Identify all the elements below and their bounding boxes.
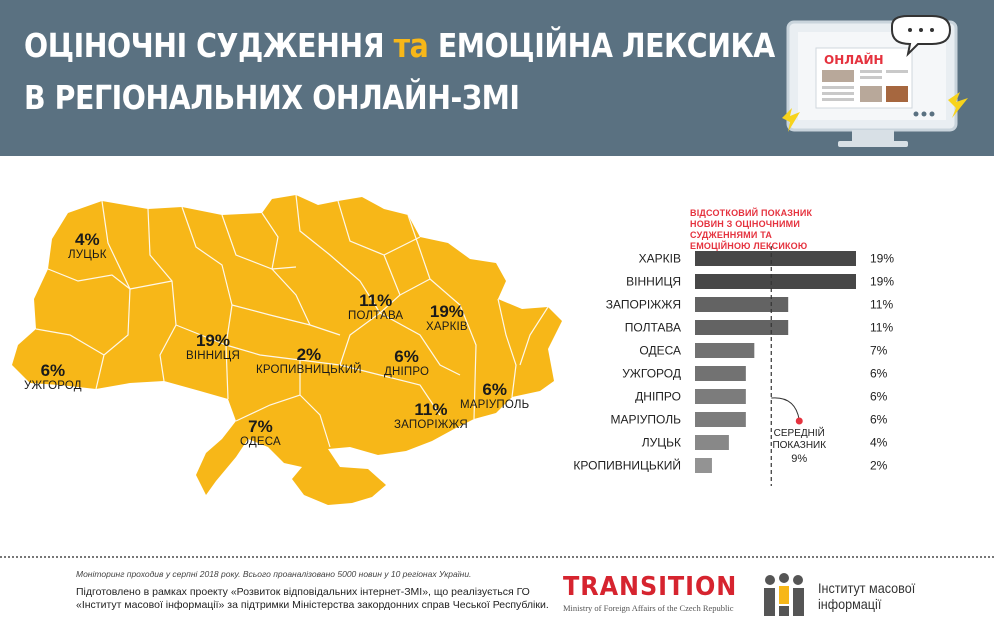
value-label: 19% <box>870 252 894 266</box>
map-label-zaporizhzhia: 11% ЗАПОРІЖЖЯ <box>394 400 468 432</box>
value-label: 2% <box>870 459 888 473</box>
bar-chart: ВІДСОТКОВИЙ ПОКАЗНИК НОВИН З ОЦІНОЧНИМИ … <box>560 200 980 500</box>
chart-plot-area: ХАРКІВ 19% ВІННИЦЯ 19% ЗАПОРІЖЖЯ 11% ПОЛТАВА 11… <box>573 246 894 486</box>
value-label: 11% <box>870 298 893 312</box>
imi-logo-icon <box>764 573 804 616</box>
bar <box>695 297 789 312</box>
value-label: 11% <box>870 321 893 335</box>
value-label: 6% <box>870 413 888 427</box>
category-label: УЖГОРОД <box>622 367 681 381</box>
value-label: 6% <box>870 367 888 381</box>
map-label-lutsk: 4% ЛУЦЬК <box>68 230 107 262</box>
online-news-monitor-icon: ОНЛАЙН <box>782 15 968 147</box>
map-label-mariupol: 6% МАРІУПОЛЬ <box>460 380 530 412</box>
value-label: 19% <box>870 275 894 289</box>
monitoring-note: Моніторинг проходив у серпні 2018 року. … <box>76 569 472 579</box>
category-label: ЗАПОРІЖЖЯ <box>606 298 681 312</box>
map-label-kharkiv: 19% ХАРКІВ <box>426 302 468 334</box>
bar <box>695 320 789 335</box>
imi-name-line-2: інформації <box>818 596 882 612</box>
category-label: ВІННИЦЯ <box>626 275 681 289</box>
average-marker-dot <box>795 417 803 425</box>
average-label-value: 9% <box>791 453 807 465</box>
bar <box>695 389 746 404</box>
bar <box>695 412 746 427</box>
header-banner: ОЦІНОЧНІ СУДЖЕННЯ та ЕМОЦІЙНА ЛЕКСИКА В … <box>0 0 994 156</box>
average-label-line-2: ПОКАЗНИК <box>772 440 826 451</box>
transition-logo: TRANSITION Ministry of Foreign Affairs o… <box>563 573 738 613</box>
bar <box>695 343 755 358</box>
bar <box>695 435 729 450</box>
map-label-kropyvnytskyi: 2% КРОПИВНИЦЬКИЙ <box>256 345 362 377</box>
bar <box>695 366 746 381</box>
average-label-line-1: СЕРЕДНІЙ <box>774 426 825 439</box>
page-title-line-2: В РЕГІОНАЛЬНИХ ОНЛАЙН-ЗМІ <box>24 78 520 117</box>
value-label: 7% <box>870 344 888 358</box>
value-label: 6% <box>870 390 888 404</box>
category-label: КРОПИВНИЦЬКИЙ <box>573 458 681 473</box>
category-label: ХАРКІВ <box>639 252 681 266</box>
map-label-uzhhorod: 6% УЖГОРОД <box>24 361 82 393</box>
page-title-line-1: ОЦІНОЧНІ СУДЖЕННЯ та ЕМОЦІЙНА ЛЕКСИКА <box>24 26 775 65</box>
map-label-odesa: 7% ОДЕСА <box>240 417 281 449</box>
bar <box>695 458 712 473</box>
map-label-poltava: 11% ПОЛТАВА <box>348 291 404 323</box>
ukraine-map: 4% ЛУЦЬК 6% УЖГОРОД 19% ВІННИЦЯ 2% КРОПИВНИЦ… <box>0 185 570 520</box>
transition-brand-text: TRANSITION <box>563 572 738 602</box>
category-label: ПОЛТАВА <box>625 321 681 335</box>
map-label-dnipro: 6% ДНІПРО <box>384 347 430 379</box>
category-label: ОДЕСА <box>639 344 681 358</box>
imi-name: Інститут масової інформації <box>818 580 915 612</box>
imi-name-line-1: Інститут масової <box>818 580 916 596</box>
value-label: 4% <box>870 436 888 450</box>
footer-divider <box>0 556 994 558</box>
ukraine-map-shape <box>12 194 562 505</box>
category-label: ЛУЦЬК <box>642 436 681 450</box>
map-label-vinnytsia: 19% ВІННИЦЯ <box>186 331 240 363</box>
bar <box>695 274 856 289</box>
category-label: ДНІПРО <box>635 390 681 404</box>
monitor-label-text: ОНЛАЙН <box>824 52 884 67</box>
transition-subtitle: Ministry of Foreign Affairs of the Czech… <box>563 603 734 613</box>
category-label: МАРІУПОЛЬ <box>610 413 681 427</box>
bar <box>695 251 856 266</box>
project-credits: Підготовлено в рамках проекту «Розвиток … <box>76 586 549 611</box>
average-callout-arc <box>771 397 800 421</box>
chart-title: ВІДСОТКОВИЙ ПОКАЗНИК НОВИН З ОЦІНОЧНИМИ … <box>690 208 813 251</box>
